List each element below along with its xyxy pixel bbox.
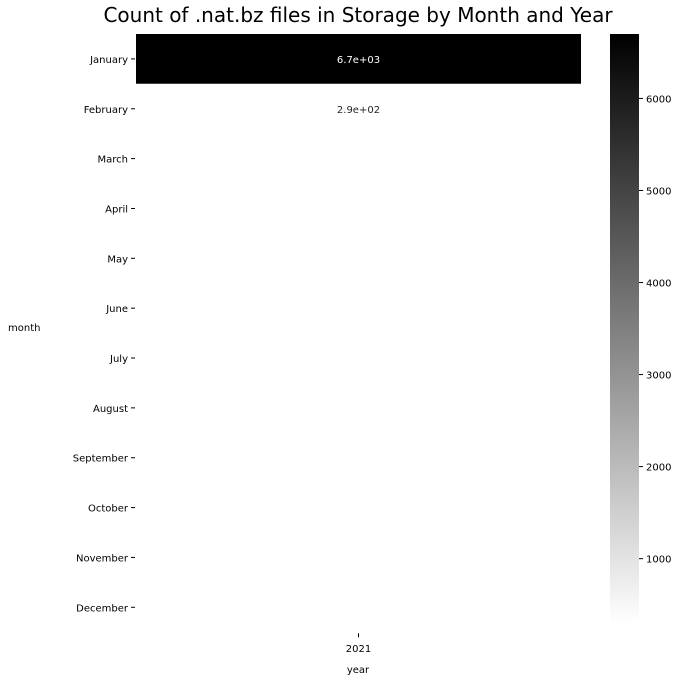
y-tick-label: January [89,55,128,66]
colorbar-tick-label: 2000 [646,463,671,474]
y-tick-label: August [93,404,128,415]
colorbar-tick-label: 4000 [646,279,671,290]
y-tick-label: May [107,254,128,265]
x-axis-label: year [347,665,370,676]
colorbar [610,34,639,624]
chart-title: Count of .nat.bz files in Storage by Mon… [103,3,613,27]
y-tick-label: July [109,354,128,365]
y-tick-label: September [73,454,129,465]
x-tick-label: 2021 [346,644,371,655]
colorbar-tick-label: 1000 [646,555,671,566]
cell-annotation: 6.7e+03 [337,55,380,66]
y-tick-label: March [98,155,128,166]
y-tick-label: February [84,105,128,116]
y-axis-label: month [8,323,40,334]
heatmap-cell [136,83,581,134]
colorbar-tick-label: 6000 [646,94,671,105]
y-tick-label: October [88,504,129,515]
heatmap-cell [136,34,581,84]
y-tick-label: April [105,204,128,215]
cell-annotation: 2.9e+02 [337,105,380,116]
y-tick-label: June [105,304,128,315]
colorbar-tick-label: 3000 [646,371,671,382]
colorbar-tick-label: 5000 [646,186,671,197]
y-tick-label: December [76,603,129,614]
y-tick-label: November [76,553,129,564]
